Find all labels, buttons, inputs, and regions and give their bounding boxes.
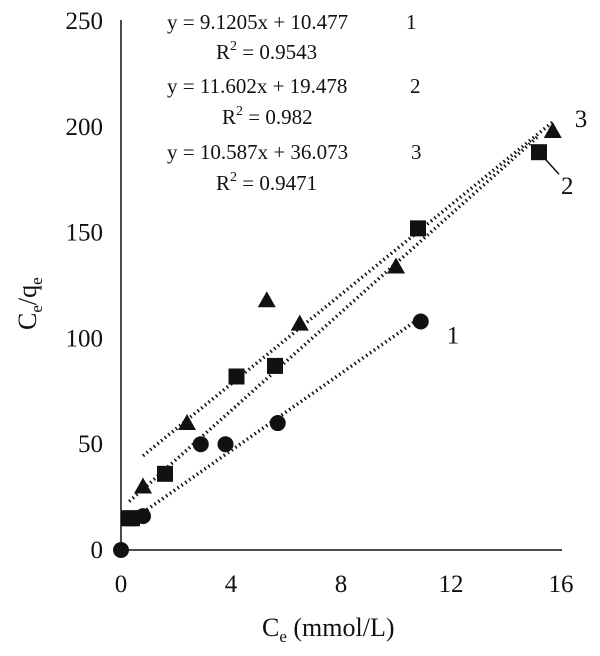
series-3-equation-tag: 3 bbox=[411, 140, 422, 164]
r2-series-3: R2 = 0.9471 bbox=[216, 170, 317, 195]
data-point-series-2 bbox=[267, 357, 283, 374]
series-label-1: 1 bbox=[447, 322, 460, 349]
data-point-series-2 bbox=[410, 220, 426, 237]
x-axis-title: Ce (mmol/L) bbox=[262, 613, 394, 646]
data-point-series-2 bbox=[228, 368, 245, 385]
data-point-series-3 bbox=[387, 257, 405, 274]
equation-series-2: y = 11.602x + 19.478 bbox=[167, 74, 347, 98]
equation-series-1: y = 9.1205x + 10.477 bbox=[167, 10, 348, 34]
x-tick-label: 4 bbox=[225, 571, 238, 598]
x-tick-label: 16 bbox=[549, 571, 574, 598]
x-tick-label: 0 bbox=[115, 571, 128, 598]
series-2-leader-line bbox=[538, 151, 560, 175]
y-axis-title: Ce/qe bbox=[13, 277, 46, 330]
data-point-series-3 bbox=[290, 314, 309, 331]
series-labels: 1 2 3 bbox=[447, 106, 588, 349]
series-label-2: 2 bbox=[561, 173, 574, 200]
data-point-series-3 bbox=[178, 414, 196, 431]
y-tick-label: 250 bbox=[66, 8, 104, 35]
trendline-series-2 bbox=[128, 134, 541, 503]
series-label-3: 3 bbox=[575, 106, 588, 133]
y-tick-label: 50 bbox=[78, 431, 103, 458]
data-point-series-1 bbox=[217, 436, 234, 453]
trendlines bbox=[128, 120, 554, 514]
series-2-equation-tag: 2 bbox=[410, 74, 421, 98]
trendline-series-1 bbox=[141, 316, 422, 514]
x-tick-label: 12 bbox=[439, 571, 464, 598]
data-point-series-3 bbox=[543, 122, 562, 139]
equation-series-3: y = 10.587x + 36.073 bbox=[167, 140, 348, 164]
data-point-series-1 bbox=[192, 436, 209, 453]
series-1-equation-tag: 1 bbox=[406, 10, 417, 34]
data-point-series-1 bbox=[113, 542, 129, 558]
data-point-series-1 bbox=[412, 313, 429, 330]
data-point-series-3 bbox=[257, 291, 276, 308]
equation-annotations: y = 9.1205x + 10.477 1 R2 = 0.9543 y = 1… bbox=[167, 10, 422, 195]
data-points bbox=[113, 122, 562, 558]
data-point-series-2 bbox=[157, 465, 173, 482]
y-tick-label: 0 bbox=[91, 537, 104, 564]
r2-series-2: R2 = 0.982 bbox=[222, 104, 313, 129]
y-tick-label: 200 bbox=[66, 114, 104, 141]
trendline-series-3 bbox=[141, 120, 554, 458]
y-tick-label: 100 bbox=[66, 325, 104, 352]
data-point-series-3 bbox=[134, 477, 152, 494]
data-point-series-2 bbox=[124, 510, 140, 527]
r2-series-1: R2 = 0.9543 bbox=[216, 39, 317, 64]
axes bbox=[120, 20, 562, 551]
y-tick-label: 150 bbox=[66, 220, 104, 247]
data-point-series-1 bbox=[269, 415, 286, 432]
x-tick-label: 8 bbox=[335, 571, 348, 598]
